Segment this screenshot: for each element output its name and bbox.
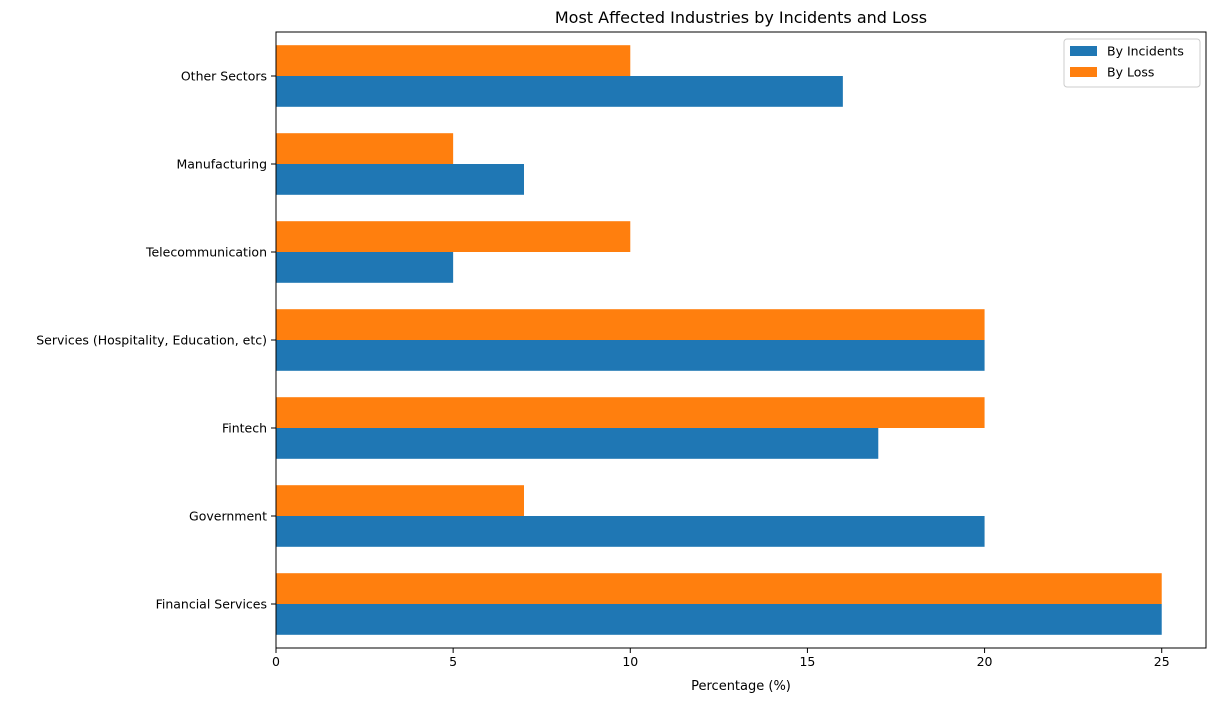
- bar-incidents: [276, 516, 985, 547]
- x-tick-label: 15: [799, 654, 815, 669]
- legend: By Incidents By Loss: [1063, 38, 1201, 88]
- chart-title: Most Affected Industries by Incidents an…: [555, 8, 927, 27]
- y-tick-label: Fintech: [222, 421, 267, 436]
- x-tick-label: 0: [272, 654, 280, 669]
- legend-label: By Incidents: [1107, 44, 1184, 59]
- bar-loss: [276, 45, 631, 76]
- y-tick-label: Financial Services: [156, 597, 267, 612]
- y-tick-label: Services (Hospitality, Education, etc): [36, 333, 267, 348]
- y-tick-label: Government: [189, 509, 267, 524]
- x-tick-label: 25: [1154, 654, 1170, 669]
- axes-layer: 0 5 10 15 20 25 Financial Services Government Fi…: [36, 31, 1207, 669]
- bar-loss: [276, 573, 1162, 604]
- x-tick-label: 5: [449, 654, 457, 669]
- bar-loss: [276, 133, 454, 164]
- bar-loss: [276, 397, 985, 428]
- y-tick-label: Manufacturing: [176, 157, 267, 172]
- bar-incidents: [276, 604, 1162, 635]
- x-tick-label: 20: [977, 654, 993, 669]
- legend-swatch: [1070, 67, 1097, 77]
- y-tick-label: Telecommunication: [145, 245, 267, 260]
- bar-incidents: [276, 252, 454, 283]
- bar-incidents: [276, 428, 879, 459]
- y-tick-label: Other Sectors: [181, 69, 267, 84]
- bar-incidents: [276, 76, 843, 107]
- bar-incidents: [276, 164, 524, 195]
- bars-layer: [276, 45, 1162, 635]
- x-axis-label: Percentage (%): [691, 679, 791, 694]
- legend-label: By Loss: [1107, 65, 1154, 80]
- bar-incidents: [276, 340, 985, 371]
- x-tick-label: 10: [622, 654, 638, 669]
- legend-swatch: [1070, 46, 1097, 56]
- legend-box: [1063, 38, 1201, 88]
- bar-loss: [276, 485, 524, 516]
- bar-loss: [276, 221, 631, 252]
- bar-loss: [276, 309, 985, 340]
